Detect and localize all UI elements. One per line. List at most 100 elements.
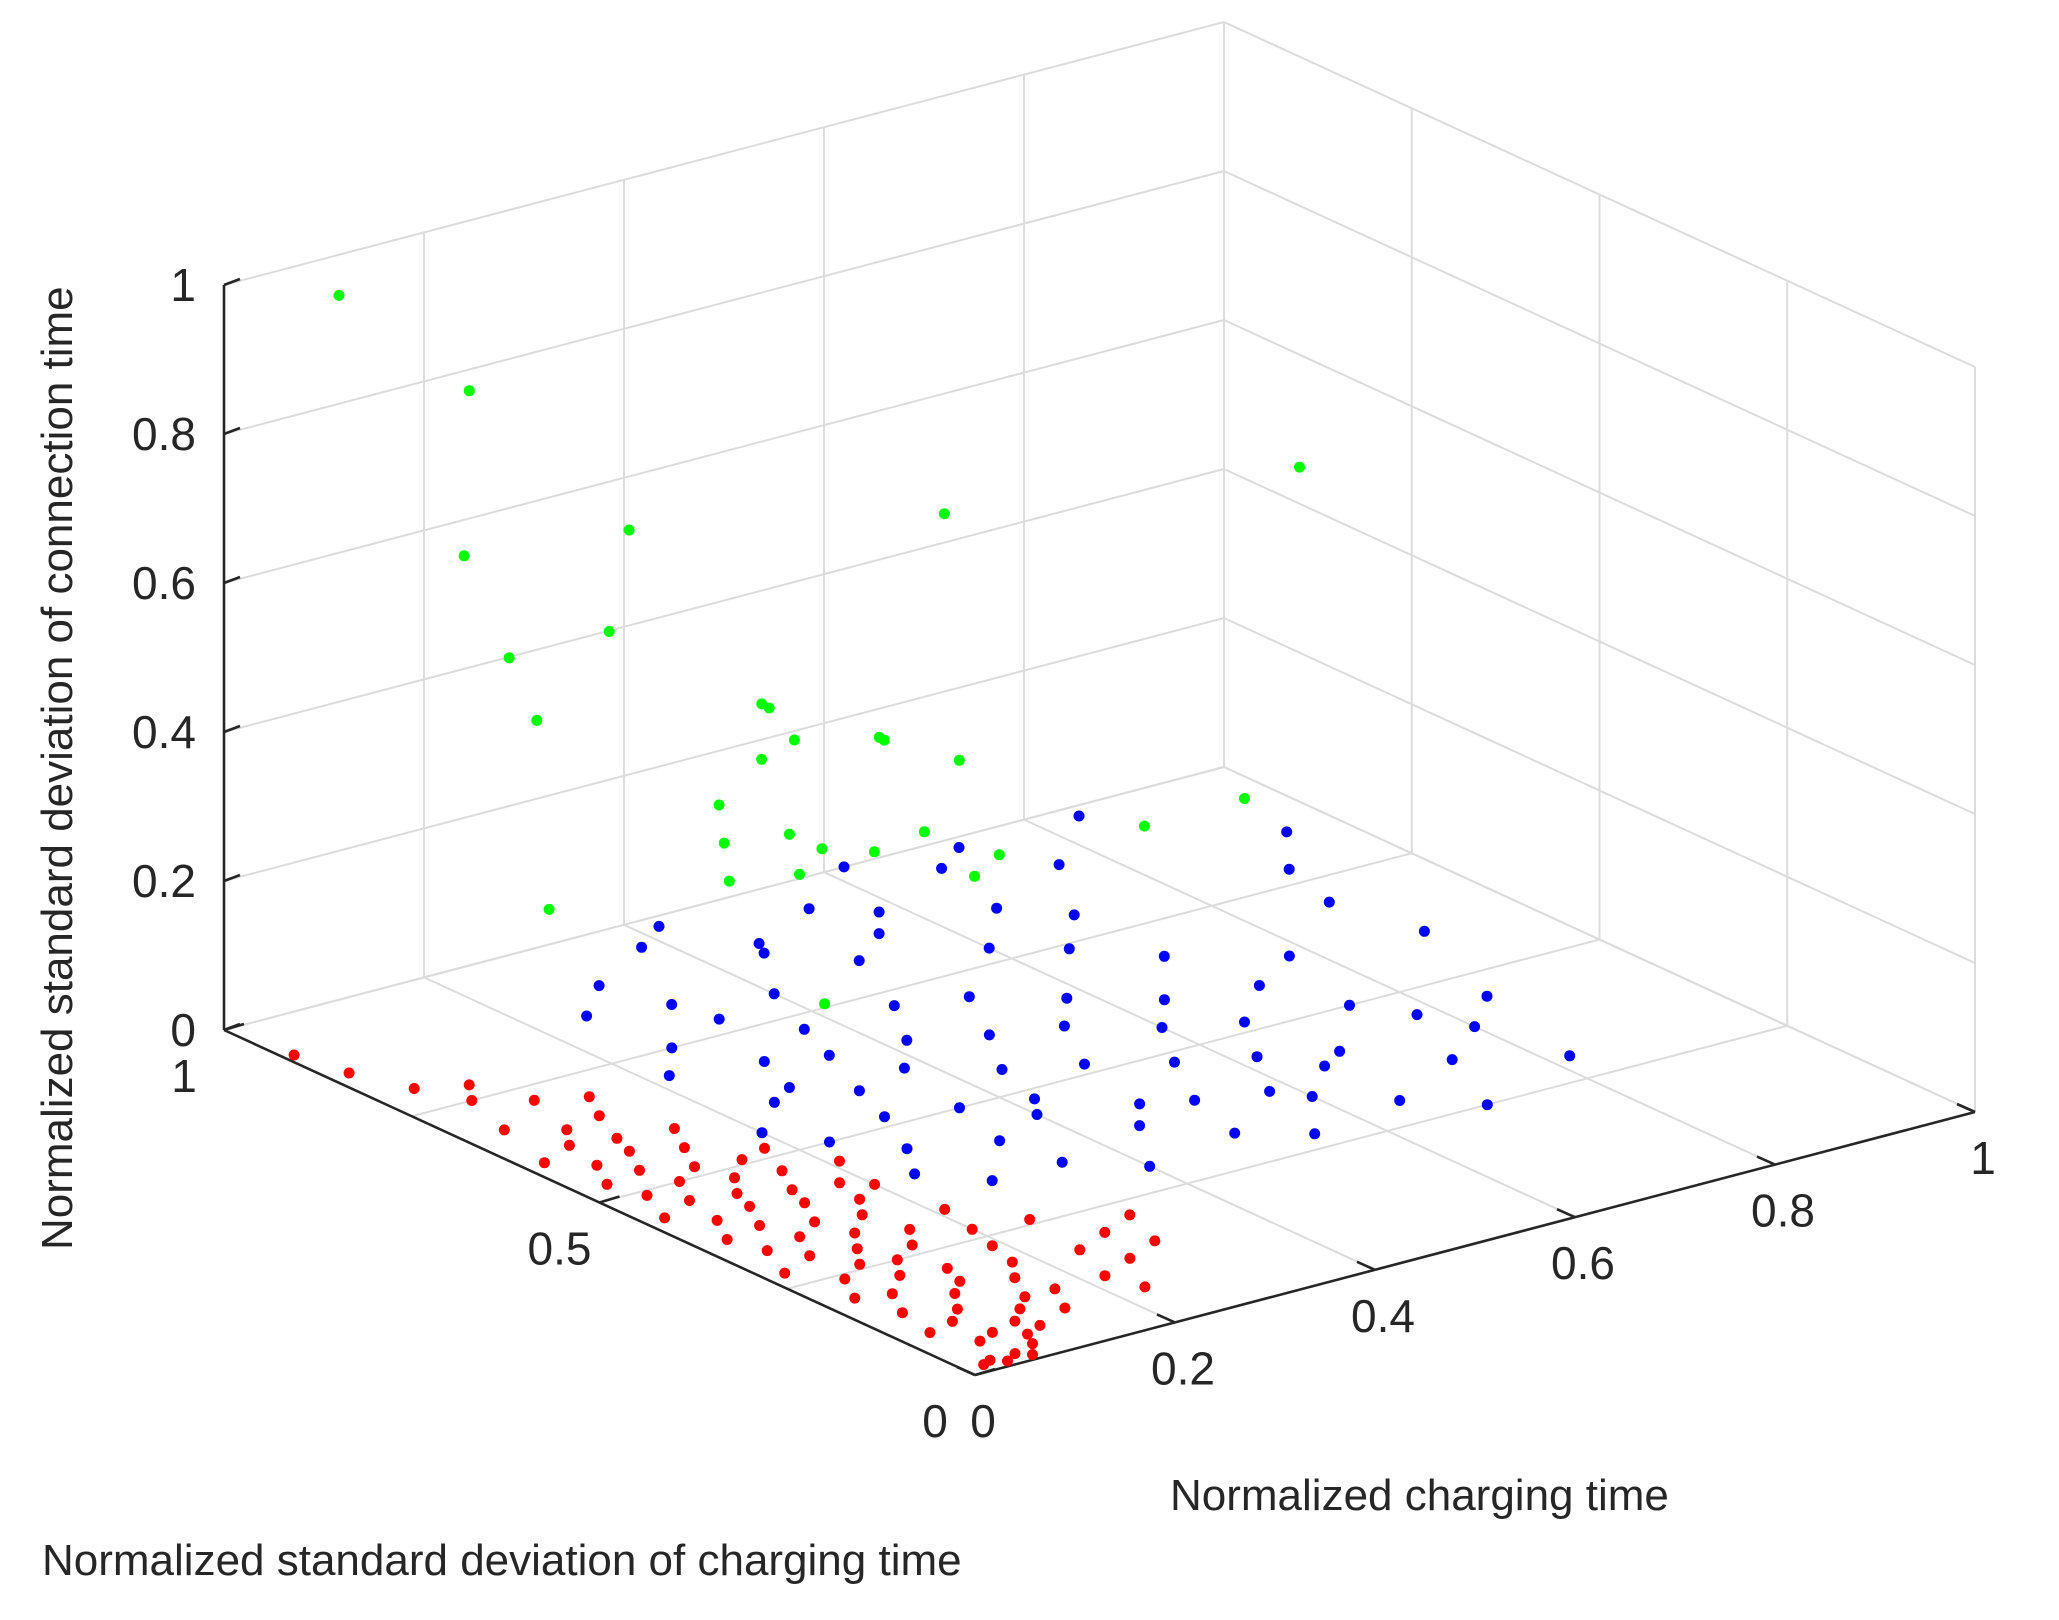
data-point-series-1 <box>761 1245 773 1257</box>
data-point-series-2 <box>768 988 780 1000</box>
back-wall-grid-line <box>223 21 1225 286</box>
data-point-series-2 <box>1319 1060 1331 1072</box>
data-point-series-1 <box>869 1178 881 1190</box>
data-point-series-3 <box>713 799 725 811</box>
data-point-series-1 <box>949 1288 961 1299</box>
data-point-series-1 <box>623 1145 635 1157</box>
z-tick-label: 0.6 <box>132 557 196 609</box>
data-point-series-2 <box>1134 1098 1146 1110</box>
data-point-series-2 <box>1306 1091 1318 1102</box>
data-point-series-1 <box>854 1193 866 1205</box>
data-point-series-1 <box>1099 1226 1111 1238</box>
data-point-series-3 <box>993 849 1005 861</box>
data-point-series-1 <box>986 1326 998 1338</box>
data-point-series-2 <box>1469 1021 1481 1033</box>
data-point-series-1 <box>754 1220 766 1231</box>
x-tick-label: 1 <box>1970 1132 1996 1184</box>
data-point-series-2 <box>1481 990 1493 1002</box>
data-point-series-1 <box>601 1178 613 1190</box>
data-point-series-2 <box>1073 810 1085 822</box>
side-wall-grid-line <box>1223 319 1976 666</box>
data-point-series-1 <box>1002 1355 1013 1367</box>
data-point-series-2 <box>581 1010 593 1022</box>
data-point-series-1 <box>839 1273 851 1285</box>
data-point-series-2 <box>994 1135 1006 1147</box>
data-point-series-1 <box>466 1095 478 1106</box>
data-point-series-3 <box>878 734 890 746</box>
data-point-series-1 <box>1049 1283 1061 1295</box>
data-point-series-3 <box>1294 461 1305 473</box>
data-point-series-1 <box>1149 1235 1161 1247</box>
data-point-series-2 <box>879 1111 890 1123</box>
data-point-series-2 <box>1031 1109 1043 1120</box>
data-point-series-1 <box>583 1091 595 1103</box>
z-tick-mark <box>223 1022 241 1032</box>
data-point-series-1 <box>954 1275 966 1287</box>
data-point-series-2 <box>1394 1095 1406 1106</box>
x-tick-label: 0.4 <box>1351 1290 1415 1342</box>
data-point-series-1 <box>721 1234 733 1245</box>
data-point-series-1 <box>1022 1328 1033 1340</box>
data-point-series-1 <box>984 1354 996 1366</box>
data-point-series-2 <box>753 938 765 949</box>
y-tick-label: 1 <box>171 1050 197 1102</box>
data-point-series-1 <box>408 1083 420 1094</box>
data-point-series-1 <box>689 1161 700 1173</box>
data-point-series-2 <box>1063 943 1075 955</box>
data-point-series-2 <box>1229 1127 1241 1139</box>
data-point-series-2 <box>653 920 665 932</box>
back-wall-grid-line <box>223 170 1225 435</box>
floor-grid-line <box>599 938 1600 1204</box>
x-tick-mark <box>1756 1155 1776 1166</box>
data-point-series-2 <box>1239 1016 1250 1028</box>
floor-grid-line <box>411 852 1413 1118</box>
data-point-series-3 <box>953 754 965 766</box>
z-tick-label: 1 <box>170 259 196 311</box>
data-point-series-1 <box>591 1159 603 1171</box>
data-point-series-2 <box>1053 859 1065 871</box>
data-point-series-2 <box>1323 896 1335 908</box>
data-point-series-2 <box>1061 992 1073 1004</box>
data-point-series-2 <box>983 942 995 954</box>
z-tick-label: 0.8 <box>132 408 196 460</box>
z-tick-mark <box>223 426 241 436</box>
y-tick-label: 0.5 <box>528 1223 592 1275</box>
data-point-series-1 <box>744 1200 756 1212</box>
data-point-series-2 <box>1481 1099 1493 1111</box>
data-point-series-2 <box>1344 999 1355 1011</box>
data-point-series-2 <box>666 999 678 1010</box>
data-point-series-1 <box>731 1188 743 1199</box>
data-point-series-2 <box>1283 950 1295 962</box>
data-point-series-1 <box>986 1240 998 1252</box>
data-point-series-1 <box>894 1269 906 1281</box>
data-point-series-1 <box>849 1227 861 1239</box>
data-point-series-1 <box>668 1123 680 1134</box>
data-point-series-1 <box>641 1189 653 1201</box>
data-point-series-3 <box>333 289 345 301</box>
grid-lines <box>223 21 1976 1376</box>
data-point-series-1 <box>854 1258 866 1270</box>
data-point-series-1 <box>288 1049 300 1061</box>
data-point-series-2 <box>666 1042 678 1054</box>
z-tick-mark <box>223 575 241 585</box>
data-point-series-2 <box>963 991 975 1003</box>
back-wall-grid-line <box>223 468 1225 733</box>
data-point-series-3 <box>458 550 470 562</box>
side-wall-grid-line <box>1223 766 1976 1113</box>
data-point-series-2 <box>991 902 1003 914</box>
data-point-series-1 <box>1006 1256 1018 1268</box>
y-tick-mark <box>974 1367 996 1377</box>
data-point-series-2 <box>888 1000 900 1012</box>
data-point-series-1 <box>538 1157 550 1169</box>
z-tick-mark <box>223 724 241 734</box>
data-point-series-1 <box>1019 1291 1031 1303</box>
data-point-series-2 <box>1334 1045 1346 1057</box>
data-point-series-2 <box>1411 1009 1423 1021</box>
data-point-series-1 <box>799 1197 811 1209</box>
x-tick-label: 0.2 <box>1151 1342 1215 1394</box>
data-point-series-2 <box>1446 1054 1458 1066</box>
data-point-series-1 <box>906 1239 918 1251</box>
data-point-series-1 <box>1099 1270 1111 1282</box>
data-point-series-1 <box>904 1223 916 1235</box>
